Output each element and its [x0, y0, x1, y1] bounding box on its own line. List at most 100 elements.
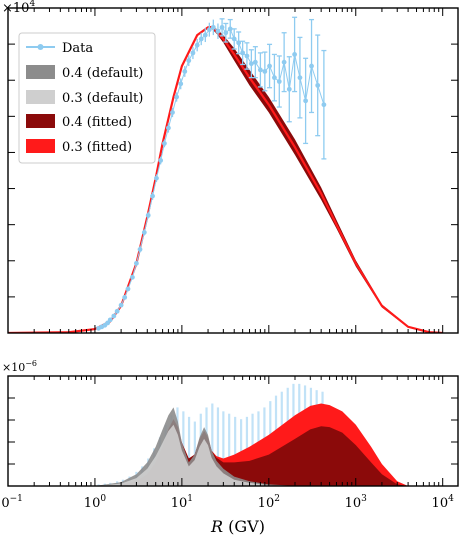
data-point — [227, 26, 233, 32]
data-point — [297, 75, 303, 81]
data-point — [276, 79, 282, 84]
data-point — [223, 30, 229, 36]
residual-bar — [234, 416, 237, 486]
area-0-4-default- — [94, 407, 296, 486]
x-tick-base: 10 — [345, 496, 362, 511]
x-tick-label: 100 — [84, 494, 107, 511]
data-point — [162, 141, 167, 146]
x-tick-exponent: 0 — [100, 494, 106, 504]
x-tick-label: 101 — [171, 494, 193, 511]
data-point — [130, 274, 135, 280]
top-y-scale-label: ×104 — [2, 0, 35, 16]
x-tick-label: 104 — [432, 494, 455, 511]
data-point — [219, 24, 225, 30]
x-tick-exponent: 2 — [274, 494, 280, 504]
residual-bar — [187, 416, 191, 486]
top-panel: ×104 Data 0.4 (default) 0.3 (default) 0.… — [2, 0, 459, 334]
data-point — [190, 50, 196, 56]
data-point — [292, 52, 298, 57]
data-point — [303, 98, 309, 104]
x-tick-exponent: 1 — [187, 494, 193, 504]
x-tick-base: 10 — [258, 496, 275, 511]
legend-label-03-default: 0.3 (default) — [62, 91, 143, 106]
data-point — [137, 247, 143, 252]
data-point — [215, 28, 221, 34]
data-point — [257, 67, 263, 73]
data-point — [267, 63, 272, 69]
x-tick-exponent: 3 — [361, 494, 367, 504]
area-0-3-default- — [94, 424, 296, 486]
legend-item-03-default: 0.3 (default) — [26, 90, 143, 106]
bottom-areas — [94, 403, 409, 486]
data-point — [170, 110, 175, 115]
x-tick-label: 10−1 — [0, 494, 23, 511]
data-point — [252, 59, 258, 65]
x-tick-base: 10 — [432, 496, 449, 511]
x-tick-exponent: 4 — [448, 494, 454, 504]
residual-bar — [228, 413, 231, 486]
data-point — [262, 69, 268, 74]
x-tick-base: 10 — [0, 496, 10, 511]
legend-swatch-03-default — [26, 90, 55, 104]
data-point — [248, 61, 254, 67]
residual-bar — [97, 484, 100, 486]
legend-data-marker — [37, 44, 44, 50]
x-tick-label: 102 — [258, 494, 280, 511]
legend-item-data: Data — [26, 41, 93, 56]
data-point — [244, 53, 250, 59]
legend-label-04-fitted: 0.4 (fitted) — [62, 115, 132, 130]
data-point — [122, 295, 128, 300]
legend-swatch-04-default — [26, 65, 55, 79]
data-point — [315, 82, 321, 88]
data-point — [174, 94, 180, 100]
data-point — [202, 32, 208, 38]
data-point — [150, 193, 155, 199]
data-point — [194, 42, 200, 48]
legend-swatch-04-fitted — [26, 114, 55, 128]
x-axis-label: R (GV) — [210, 517, 265, 536]
data-point — [118, 302, 124, 308]
top-axis-ticks — [7, 7, 458, 334]
data-point — [125, 286, 131, 292]
data-point — [134, 260, 139, 266]
x-tick-label: 103 — [345, 494, 368, 511]
data-point — [210, 24, 216, 30]
bottom-y-scale-label: ×10−6 — [2, 359, 37, 374]
residual-bar — [211, 403, 214, 486]
data-point — [198, 36, 204, 42]
legend-item-04-default: 0.4 (default) — [26, 65, 143, 81]
legend-label-03-fitted: 0.3 (fitted) — [62, 140, 132, 155]
data-point — [178, 81, 184, 87]
legend-item-04-fitted: 0.4 (fitted) — [26, 114, 132, 130]
data-point — [158, 158, 164, 163]
data-point — [114, 308, 120, 314]
data-point — [145, 212, 151, 218]
data-point — [107, 317, 113, 323]
residual-bar — [222, 411, 225, 486]
data-point — [182, 69, 188, 74]
x-tick-exponent: −1 — [10, 494, 23, 504]
data-point — [154, 175, 159, 181]
residual-bar — [216, 407, 220, 486]
legend-swatch-03-fitted — [26, 139, 55, 153]
data-point — [272, 75, 277, 81]
data-point — [236, 40, 242, 46]
data-point — [231, 36, 237, 42]
data-point — [281, 59, 287, 65]
legend-label-data: Data — [62, 41, 93, 56]
data-point — [166, 125, 171, 131]
bottom-axes-frame — [7, 375, 459, 487]
legend: Data 0.4 (default) 0.3 (default) 0.4 (fi… — [18, 32, 156, 164]
data-point — [321, 102, 327, 108]
data-point — [186, 58, 192, 64]
x-tick-base: 10 — [84, 496, 101, 511]
data-point — [206, 27, 212, 33]
bottom-axis-ticks — [7, 375, 458, 487]
data-point — [286, 86, 292, 92]
legend-label-04-default: 0.4 (default) — [62, 66, 143, 81]
x-tick-base: 10 — [171, 496, 188, 511]
top-errorbars — [96, 16, 327, 331]
